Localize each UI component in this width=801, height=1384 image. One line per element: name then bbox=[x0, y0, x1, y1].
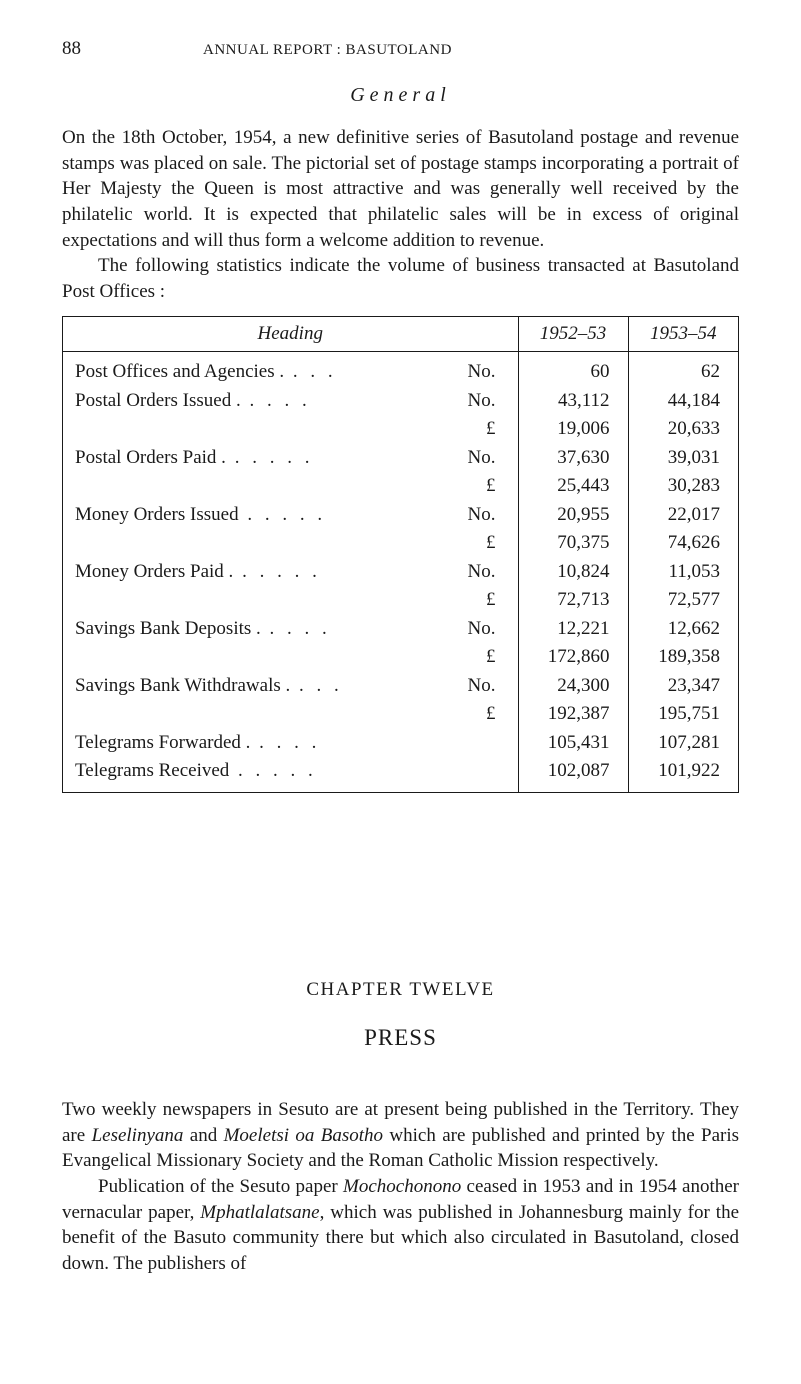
table-row: £ 72,713 72,577 bbox=[63, 586, 738, 615]
row-value-year1: 10,824 bbox=[518, 558, 628, 587]
row-unit: £ bbox=[460, 472, 518, 501]
table-row: Savings Bank Deposits . . . . . No. 12,2… bbox=[63, 615, 738, 644]
row-value-year1: 60 bbox=[518, 352, 628, 387]
col-header-year1: 1952–53 bbox=[518, 317, 628, 352]
row-unit: No. bbox=[460, 387, 518, 416]
row-value-year1: 102,087 bbox=[518, 757, 628, 792]
row-label bbox=[63, 700, 460, 729]
row-label bbox=[63, 529, 460, 558]
row-value-year2: 30,283 bbox=[628, 472, 738, 501]
table-row: Money Orders Paid . . . . . . No. 10,824… bbox=[63, 558, 738, 587]
row-label: Savings Bank Deposits . . . . . bbox=[63, 615, 460, 644]
row-value-year1: 105,431 bbox=[518, 729, 628, 758]
row-value-year1: 12,221 bbox=[518, 615, 628, 644]
row-value-year2: 72,577 bbox=[628, 586, 738, 615]
row-label: Money Orders Paid . . . . . . bbox=[63, 558, 460, 587]
chapter-block: CHAPTER TWELVE PRESS bbox=[62, 979, 739, 1051]
newspaper-name-mochochonono: Mochochonono bbox=[343, 1176, 461, 1197]
table-row: Postal Orders Issued . . . . . No. 43,11… bbox=[63, 387, 738, 416]
row-value-year2: 195,751 bbox=[628, 700, 738, 729]
newspaper-name-leselinyana: Leselinyana bbox=[92, 1125, 184, 1146]
row-unit: No. bbox=[460, 444, 518, 473]
row-unit: No. bbox=[460, 672, 518, 701]
press-paragraph-1: Two weekly newspapers in Sesuto are at p… bbox=[62, 1097, 739, 1174]
row-unit: £ bbox=[460, 529, 518, 558]
row-unit bbox=[460, 757, 518, 792]
row-value-year2: 101,922 bbox=[628, 757, 738, 792]
page-header: 88 ANNUAL REPORT : BASUTOLAND bbox=[62, 38, 739, 60]
row-value-year1: 70,375 bbox=[518, 529, 628, 558]
row-label bbox=[63, 643, 460, 672]
row-value-year2: 62 bbox=[628, 352, 738, 387]
table-row: Savings Bank Withdrawals . . . . No. 24,… bbox=[63, 672, 738, 701]
newspaper-name-moeletsi: Moeletsi oa Basotho bbox=[224, 1125, 383, 1146]
row-value-year2: 22,017 bbox=[628, 501, 738, 530]
table-row: £ 192,387 195,751 bbox=[63, 700, 738, 729]
row-value-year2: 107,281 bbox=[628, 729, 738, 758]
running-head: ANNUAL REPORT : BASUTOLAND bbox=[203, 42, 452, 59]
row-value-year2: 39,031 bbox=[628, 444, 738, 473]
row-value-year1: 20,955 bbox=[518, 501, 628, 530]
row-label: Telegrams Forwarded . . . . . bbox=[63, 729, 460, 758]
chapter-title-press: PRESS bbox=[62, 1025, 739, 1051]
page-number: 88 bbox=[62, 38, 81, 60]
row-unit: £ bbox=[460, 415, 518, 444]
statistics-table-wrapper: Heading 1952–53 1953–54 Post Offices and… bbox=[62, 316, 739, 793]
row-value-year2: 74,626 bbox=[628, 529, 738, 558]
chapter-heading: CHAPTER TWELVE bbox=[62, 979, 739, 1001]
row-value-year2: 189,358 bbox=[628, 643, 738, 672]
row-value-year1: 37,630 bbox=[518, 444, 628, 473]
row-value-year1: 24,300 bbox=[518, 672, 628, 701]
table-header-row: Heading 1952–53 1953–54 bbox=[63, 317, 738, 352]
row-label: Telegrams Received . . . . . bbox=[63, 757, 460, 792]
table-row: Money Orders Issued . . . . . No. 20,955… bbox=[63, 501, 738, 530]
row-label: Savings Bank Withdrawals . . . . bbox=[63, 672, 460, 701]
newspaper-name-mphatlalatsane: Mphatlalatsane bbox=[200, 1202, 319, 1223]
press-paragraph-2: Publication of the Sesuto paper Mochocho… bbox=[62, 1174, 739, 1277]
row-value-year1: 192,387 bbox=[518, 700, 628, 729]
table-row: Postal Orders Paid . . . . . . No. 37,63… bbox=[63, 444, 738, 473]
section-title-general: General bbox=[62, 84, 739, 107]
row-value-year2: 12,662 bbox=[628, 615, 738, 644]
row-value-year1: 25,443 bbox=[518, 472, 628, 501]
row-unit: No. bbox=[460, 558, 518, 587]
row-unit: No. bbox=[460, 352, 518, 387]
row-value-year2: 44,184 bbox=[628, 387, 738, 416]
row-label: Post Offices and Agencies . . . . bbox=[63, 352, 460, 387]
table-row: Telegrams Forwarded . . . . . 105,431 10… bbox=[63, 729, 738, 758]
row-unit: £ bbox=[460, 586, 518, 615]
row-label: Money Orders Issued . . . . . bbox=[63, 501, 460, 530]
row-label: Postal Orders Issued . . . . . bbox=[63, 387, 460, 416]
row-unit: £ bbox=[460, 700, 518, 729]
table-row: £ 19,006 20,633 bbox=[63, 415, 738, 444]
row-value-year2: 20,633 bbox=[628, 415, 738, 444]
row-unit bbox=[460, 729, 518, 758]
table-row: £ 70,375 74,626 bbox=[63, 529, 738, 558]
table-row: Telegrams Received . . . . . 102,087 101… bbox=[63, 757, 738, 792]
row-value-year1: 172,860 bbox=[518, 643, 628, 672]
body-paragraph-1: On the 18th October, 1954, a new definit… bbox=[62, 125, 739, 253]
body-paragraph-2: The following statistics indicate the vo… bbox=[62, 253, 739, 304]
row-unit: No. bbox=[460, 615, 518, 644]
row-value-year1: 19,006 bbox=[518, 415, 628, 444]
col-header-year2: 1953–54 bbox=[628, 317, 738, 352]
col-header-heading: Heading bbox=[63, 317, 518, 352]
row-unit: No. bbox=[460, 501, 518, 530]
table-row: Post Offices and Agencies . . . . No. 60… bbox=[63, 352, 738, 387]
statistics-table: Heading 1952–53 1953–54 Post Offices and… bbox=[63, 317, 738, 792]
row-label bbox=[63, 586, 460, 615]
row-value-year2: 11,053 bbox=[628, 558, 738, 587]
row-label bbox=[63, 472, 460, 501]
row-value-year1: 43,112 bbox=[518, 387, 628, 416]
table-row: £ 25,443 30,283 bbox=[63, 472, 738, 501]
row-label: Postal Orders Paid . . . . . . bbox=[63, 444, 460, 473]
row-unit: £ bbox=[460, 643, 518, 672]
row-value-year2: 23,347 bbox=[628, 672, 738, 701]
table-row: £ 172,860 189,358 bbox=[63, 643, 738, 672]
row-value-year1: 72,713 bbox=[518, 586, 628, 615]
table-body: Post Offices and Agencies . . . . No. 60… bbox=[63, 352, 738, 792]
row-label bbox=[63, 415, 460, 444]
